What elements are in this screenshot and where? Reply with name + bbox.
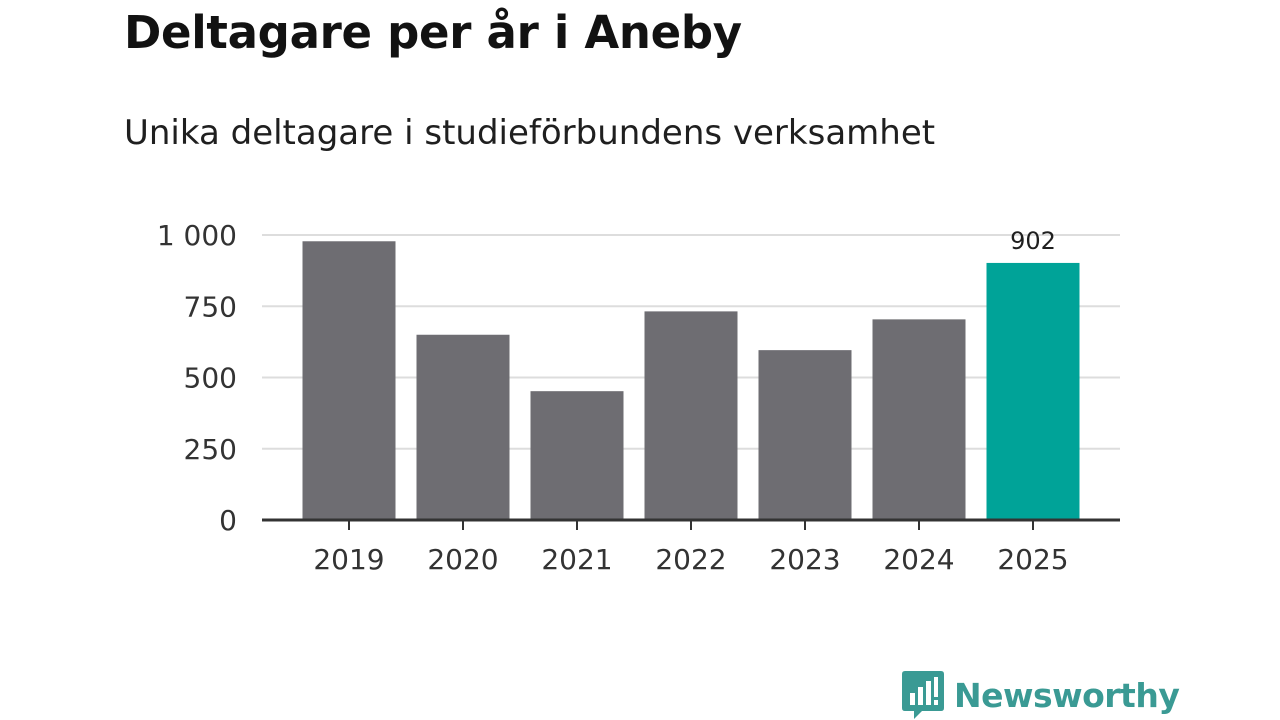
y-tick-label: 500	[184, 362, 237, 395]
x-tick-label: 2023	[769, 543, 840, 576]
x-tick-label: 2022	[655, 543, 726, 576]
bar-2021	[530, 391, 624, 520]
bar-2025	[986, 262, 1080, 520]
bar-chart-speech-bubble-icon	[902, 671, 944, 719]
brand-name: Newsworthy	[954, 675, 1180, 715]
chart-title: Deltagare per år i Aneby	[124, 6, 742, 59]
y-tick-label: 750	[184, 290, 237, 323]
bar-2020	[416, 334, 510, 520]
bar-2022	[644, 311, 738, 520]
x-tick-label: 2024	[883, 543, 954, 576]
bar-2024	[872, 319, 966, 520]
x-tick-label: 2020	[427, 543, 498, 576]
newsworthy-logo: Newsworthy	[902, 671, 1180, 719]
chart-subtitle: Unika deltagare i studieförbundens verks…	[124, 113, 936, 153]
y-tick-label: 250	[184, 433, 237, 466]
x-tick-label: 2025	[997, 543, 1068, 576]
y-tick-label: 1 000	[157, 219, 237, 252]
x-tick-label: 2021	[541, 543, 612, 576]
x-tick-label: 2019	[313, 543, 384, 576]
data-label: 902	[1010, 227, 1056, 255]
bar-2019	[302, 241, 396, 520]
bar-2023	[758, 350, 852, 520]
y-tick-label: 0	[219, 504, 237, 537]
